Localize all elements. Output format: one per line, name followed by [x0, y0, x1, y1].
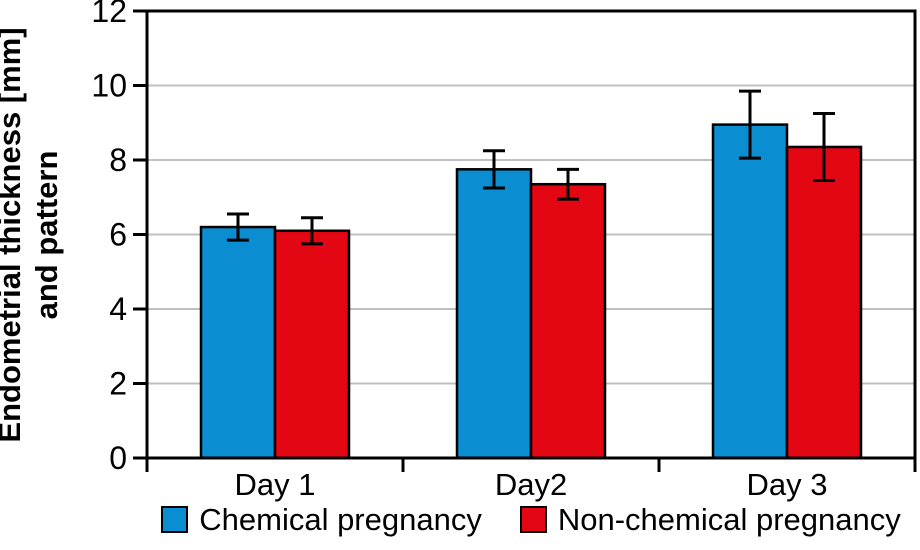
legend-swatch-1: [519, 506, 547, 533]
y-axis-label-line2: and pattern: [29, 151, 64, 320]
y-tick-label: 4: [109, 291, 127, 327]
y-tick-label: 2: [109, 366, 127, 402]
axis-labels: 0 2 4 6 8 10 12 Day 1 Day2 Day 3: [91, 0, 827, 502]
bar: [711, 123, 789, 460]
y-axis-label-line1: Endometrial thickness [mm]: [0, 27, 27, 442]
y-tick-label: 10: [91, 68, 127, 104]
legend-swatch-0: [161, 506, 189, 533]
bar: [199, 225, 277, 460]
y-tick-label: 0: [109, 440, 127, 476]
x-category-label: Day2: [495, 467, 567, 502]
legend-item-chemical: Chemical pregnancy: [161, 504, 482, 535]
axes-frame: [133, 9, 917, 472]
bar: [785, 145, 863, 460]
y-tick-label: 6: [109, 217, 127, 253]
legend-label-non-chemical: Non-chemical pregnancy: [557, 502, 901, 537]
legend-label-chemical: Chemical pregnancy: [199, 502, 482, 537]
y-tick-label: 8: [109, 142, 127, 178]
y-tick-label: 12: [91, 0, 127, 29]
bar: [273, 229, 351, 460]
error-bars: [227, 89, 835, 246]
bar: [455, 168, 533, 460]
bars: [199, 123, 863, 460]
legend-item-non-chemical: Non-chemical pregnancy: [519, 502, 901, 537]
x-category-label: Day 1: [235, 467, 316, 502]
legend: Chemical pregnancy Non-chemical pregnanc…: [147, 504, 915, 535]
x-category-label: Day 3: [747, 467, 828, 502]
bar: [529, 182, 607, 460]
